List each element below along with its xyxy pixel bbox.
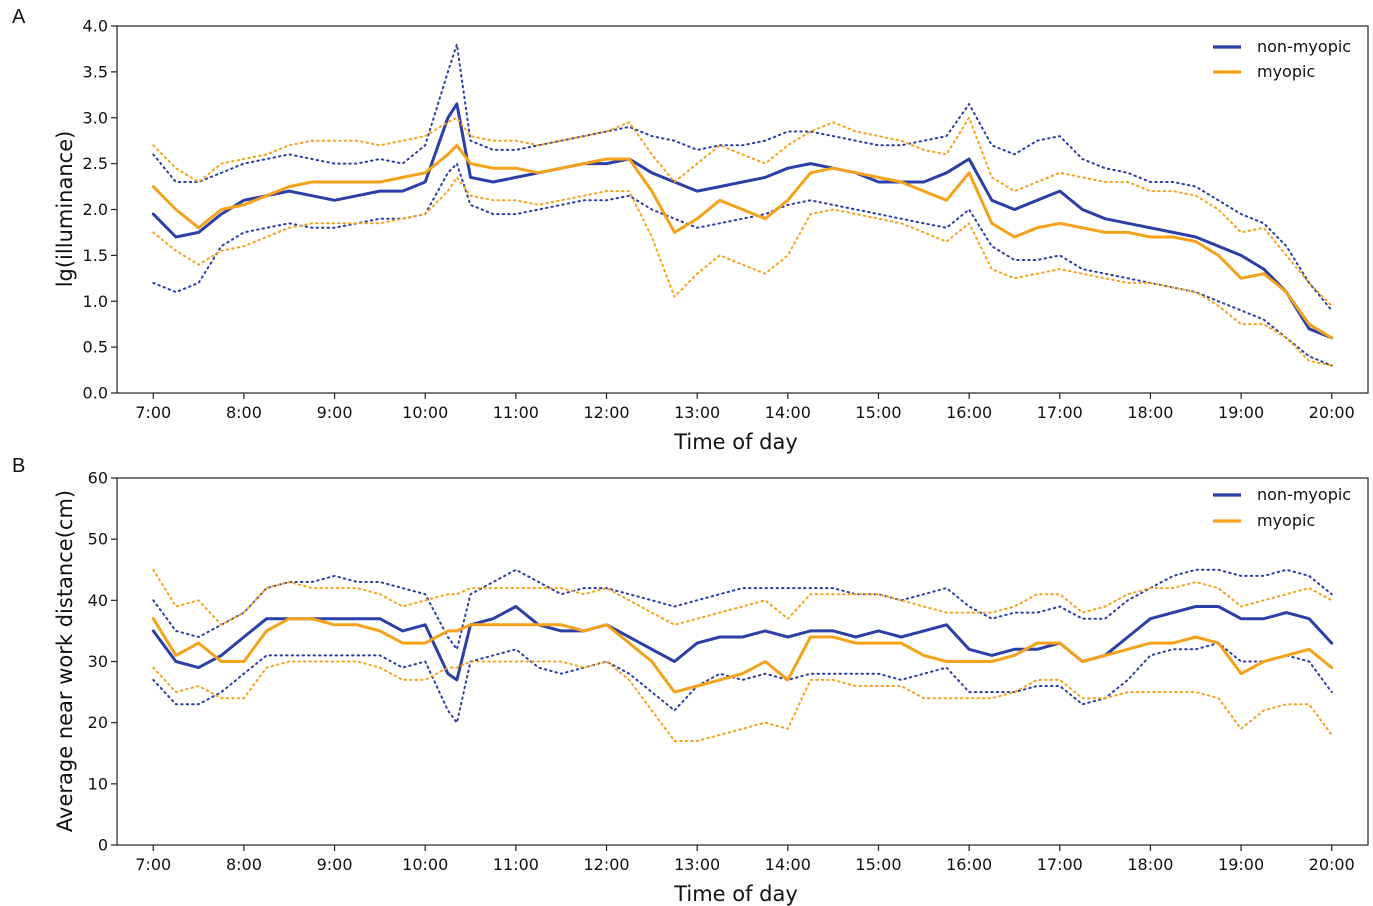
y-tick-label: 4.0 bbox=[83, 17, 108, 36]
x-axis-label: Time of day bbox=[673, 882, 798, 906]
x-tick-label: 8:00 bbox=[226, 855, 262, 874]
y-tick-label: 40 bbox=[88, 591, 108, 610]
x-tick-label: 18:00 bbox=[1127, 403, 1173, 422]
non-myopic-mean-line bbox=[151, 605, 1334, 682]
y-tick-label: 3.0 bbox=[83, 108, 108, 127]
legend-label-myopic: myopic bbox=[1257, 511, 1315, 530]
x-tick-label: 14:00 bbox=[765, 855, 811, 874]
x-tick-label: 12:00 bbox=[583, 403, 629, 422]
x-tick-label: 20:00 bbox=[1309, 403, 1355, 422]
x-tick-label: 9:00 bbox=[317, 855, 353, 874]
x-axis: 7:00 8:00 9:00 10:00 11:00 12:00 13:00 14:00 15:… bbox=[135, 845, 1355, 874]
y-tick-label: 60 bbox=[88, 469, 108, 488]
x-tick-label: 16:00 bbox=[946, 403, 992, 422]
myopic-mean-line bbox=[151, 617, 1334, 694]
x-tick-label: 17:00 bbox=[1037, 855, 1083, 874]
x-tick-label: 12:00 bbox=[583, 855, 629, 874]
y-tick-label: 10 bbox=[88, 774, 108, 793]
panel-b: B 7:00 8:00 9:00 10:00 11:00 12:00 13:00 14:00 1… bbox=[12, 455, 1369, 906]
x-tick-label: 8:00 bbox=[226, 403, 262, 422]
x-axis: 7:00 8:00 9:00 10:00 11:00 12:00 13:00 14:00 15:… bbox=[135, 393, 1355, 422]
y-tick-label: 2.0 bbox=[83, 200, 108, 219]
legend: non-myopic myopic bbox=[1213, 485, 1351, 530]
x-tick-label: 13:00 bbox=[674, 403, 720, 422]
panel-label: A bbox=[12, 6, 26, 28]
non-myopic-bound-line bbox=[152, 568, 1333, 651]
x-tick-label: 10:00 bbox=[402, 855, 448, 874]
x-tick-label: 16:00 bbox=[946, 855, 992, 874]
myopic-mean-line bbox=[151, 143, 1334, 340]
y-tick-label: 30 bbox=[88, 652, 108, 671]
x-tick-label: 7:00 bbox=[135, 855, 171, 874]
x-tick-label: 15:00 bbox=[855, 855, 901, 874]
legend-label-myopic: myopic bbox=[1257, 62, 1315, 81]
y-tick-label: 0.0 bbox=[83, 384, 108, 403]
x-tick-label: 20:00 bbox=[1309, 855, 1355, 874]
y-tick-label: 0 bbox=[98, 836, 108, 855]
x-tick-label: 13:00 bbox=[674, 855, 720, 874]
legend-label-non-myopic: non-myopic bbox=[1257, 37, 1351, 56]
y-tick-label: 3.5 bbox=[83, 62, 108, 81]
y-axis-label: Average near work distance(cm) bbox=[53, 490, 77, 832]
series-layer bbox=[151, 43, 1334, 367]
myopic-bound-line bbox=[152, 116, 1333, 307]
non-myopic-bound-line bbox=[152, 162, 1333, 367]
panel-label: B bbox=[12, 455, 25, 477]
x-axis-label: Time of day bbox=[673, 430, 798, 454]
x-tick-label: 11:00 bbox=[493, 855, 539, 874]
y-tick-label: 50 bbox=[88, 530, 108, 549]
y-tick-label: 1.0 bbox=[83, 292, 108, 311]
x-tick-label: 15:00 bbox=[855, 403, 901, 422]
x-tick-label: 18:00 bbox=[1127, 855, 1173, 874]
legend: non-myopic myopic bbox=[1213, 37, 1351, 81]
x-tick-label: 7:00 bbox=[135, 403, 171, 422]
y-axis: 0.0 0.5 1.0 1.5 2.0 2.5 3.0 3.5 4.0 bbox=[83, 17, 117, 403]
myopic-bound-line bbox=[152, 568, 1333, 626]
non-myopic-mean-line bbox=[151, 102, 1334, 340]
y-tick-label: 0.5 bbox=[83, 338, 108, 357]
x-tick-label: 19:00 bbox=[1218, 403, 1264, 422]
series-layer bbox=[151, 568, 1334, 742]
non-myopic-bound-line bbox=[152, 642, 1333, 724]
y-axis: 0 10 20 30 40 50 60 bbox=[88, 469, 117, 855]
y-axis-label: lg(illuminance) bbox=[53, 131, 77, 288]
x-tick-label: 14:00 bbox=[765, 403, 811, 422]
x-tick-label: 9:00 bbox=[317, 403, 353, 422]
x-tick-label: 11:00 bbox=[493, 403, 539, 422]
x-tick-label: 10:00 bbox=[402, 403, 448, 422]
x-tick-label: 17:00 bbox=[1037, 403, 1083, 422]
y-tick-label: 2.5 bbox=[83, 154, 108, 173]
legend-label-non-myopic: non-myopic bbox=[1257, 485, 1351, 504]
y-tick-label: 20 bbox=[88, 713, 108, 732]
non-myopic-bound-line bbox=[152, 43, 1333, 312]
panel-a: A 7:00 8:00 9:00 10:00 11:00 12:00 13:00 14:00 1… bbox=[12, 6, 1369, 454]
x-tick-label: 19:00 bbox=[1218, 855, 1264, 874]
myopic-bound-line bbox=[152, 176, 1333, 367]
y-tick-label: 1.5 bbox=[83, 246, 108, 265]
myopic-bound-line bbox=[152, 660, 1333, 742]
